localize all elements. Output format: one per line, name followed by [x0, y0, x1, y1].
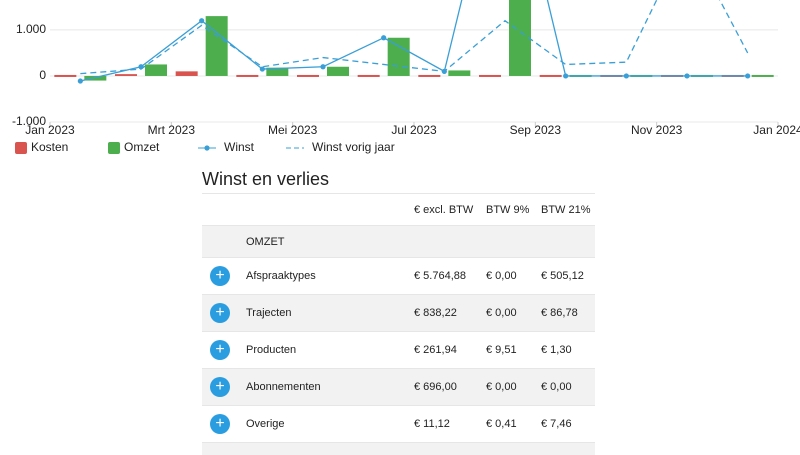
line	[80, 0, 749, 75]
header-row: € excl. BTW BTW 9% BTW 21%	[202, 193, 595, 225]
cell-amount: € 0,41	[486, 418, 517, 430]
column-header: € excl. BTW	[414, 203, 474, 216]
cell-amount: € 86,78	[541, 307, 578, 319]
cell-amount: € 7,46	[541, 418, 572, 430]
legend-swatch	[108, 142, 120, 154]
x-tick-label: Sep 2023	[510, 123, 562, 137]
bar	[115, 74, 137, 76]
x-tick-label: Nov 2023	[631, 123, 683, 137]
cell-amount: € 1,30	[541, 344, 572, 356]
cell-label: Trajecten	[246, 307, 292, 319]
line	[80, 0, 748, 82]
point	[259, 66, 265, 72]
expand-button[interactable]: +	[210, 340, 230, 360]
bar	[266, 67, 289, 76]
x-tick-label: Jan 2023	[25, 123, 75, 137]
expand-button[interactable]: +	[210, 266, 230, 286]
bar	[418, 74, 441, 77]
cell-amount: € 0,00	[486, 270, 517, 282]
cell-label: Abonnementen	[246, 381, 321, 393]
point	[77, 78, 83, 84]
bar	[327, 66, 349, 76]
legend-label: Kosten	[31, 140, 68, 154]
legend-swatch	[15, 142, 27, 154]
legend-point	[204, 145, 210, 151]
expand-button[interactable]: +	[210, 303, 230, 323]
point	[623, 73, 629, 79]
point	[320, 64, 326, 70]
point	[684, 73, 690, 79]
cell-amount: € 838,22	[414, 307, 457, 319]
bar	[84, 75, 107, 81]
section-row: OMZET	[202, 225, 595, 257]
plot	[54, 0, 774, 84]
legend-label: Winst vorig jaar	[312, 140, 395, 154]
point	[199, 18, 205, 24]
cell-amount: € 261,94	[414, 344, 457, 356]
point	[745, 73, 751, 79]
cell-amount: € 0,00	[486, 381, 517, 393]
cell-label: Producten	[246, 344, 297, 356]
bar	[205, 16, 228, 76]
x-tick-label: Jan 2024	[753, 123, 800, 137]
table-row: + Producten € 261,94 € 9,51 € 1,30	[202, 331, 595, 368]
table-title: Winst en verlies	[202, 169, 330, 189]
bar	[175, 71, 198, 76]
cell-amount: € 0,00	[486, 307, 517, 319]
bar	[236, 74, 259, 77]
legend-label: Winst	[224, 140, 255, 154]
x-tick-label: Mei 2023	[268, 123, 318, 137]
cell-amount: € 0,00	[541, 381, 572, 393]
table-row: + Trajecten € 838,22 € 0,00 € 86,78	[202, 294, 595, 331]
expand-button[interactable]: +	[210, 414, 230, 434]
table-row: + Afspraaktypes € 5.764,88 € 0,00 € 505,12	[202, 257, 595, 294]
table-row: + Overige € 11,12 € 0,41 € 7,46	[202, 405, 595, 442]
y-tick-label: 1.000	[16, 22, 46, 36]
cell-label: Overige	[246, 418, 285, 430]
x-tick-label: Mrt 2023	[148, 123, 196, 137]
point	[563, 73, 569, 79]
bar	[357, 74, 380, 77]
y-tick-label: 0	[39, 68, 46, 82]
cell-amount: € 696,00	[414, 381, 457, 393]
profit-table: Winst en verlies € excl. BTW BTW 9% BTW …	[202, 165, 595, 455]
chart: -1.000 0 1.000 Jan 2023 Mrt 2023 Mei 2023 Jul …	[12, 0, 800, 154]
column-header: BTW 9%	[486, 203, 530, 216]
x-tick-label: Jul 2023	[391, 123, 437, 137]
bar	[297, 74, 319, 77]
cell-amount: € 9,51	[486, 344, 517, 356]
point	[381, 35, 387, 41]
table-row	[202, 442, 595, 455]
bar	[54, 74, 77, 77]
cell-amount: € 11,12	[414, 418, 450, 430]
bar	[448, 70, 471, 76]
cell-amount: € 5.764,88	[414, 270, 466, 282]
legend-label: Omzet	[124, 140, 160, 154]
cell-label: Afspraaktypes	[246, 270, 316, 282]
bar	[387, 37, 410, 76]
table-row: + Abonnementen € 696,00 € 0,00 € 0,00	[202, 368, 595, 405]
section-label: OMZET	[246, 235, 285, 248]
bar	[145, 64, 167, 76]
expand-button[interactable]: +	[210, 377, 230, 397]
bar	[751, 74, 774, 77]
bar	[539, 74, 562, 77]
bar	[479, 74, 501, 77]
bar	[509, 0, 531, 76]
cell-amount: € 505,12	[541, 270, 584, 282]
column-header: BTW 21%	[541, 203, 591, 216]
y-tick-label: -1.000	[12, 114, 46, 128]
rows: + Afspraaktypes € 5.764,88 € 0,00 € 505,12 + T…	[202, 257, 595, 455]
